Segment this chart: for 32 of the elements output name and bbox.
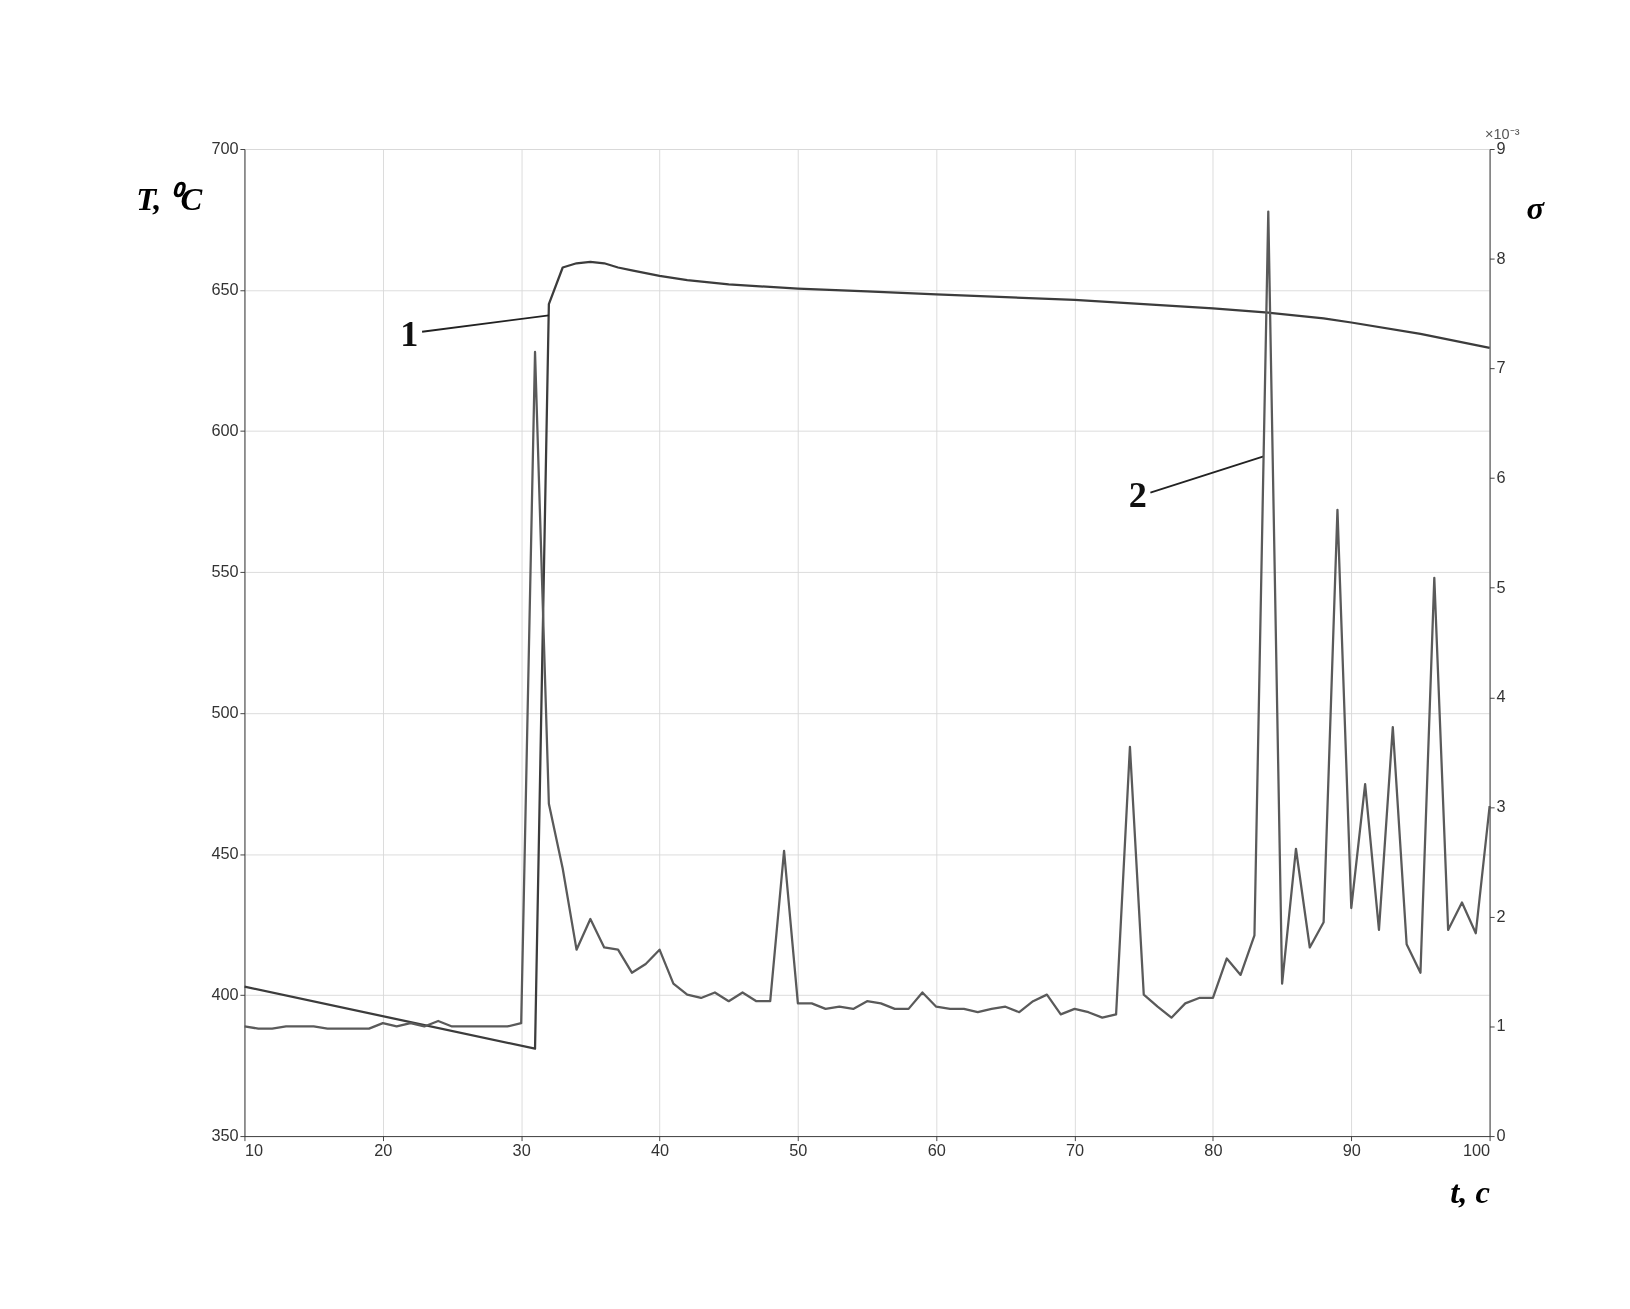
y2-tick-label: 5 [1496,577,1506,596]
y-tick-label: 350 [211,1126,239,1145]
y-tick-label: 550 [211,562,239,581]
y-tick-label: 450 [211,844,239,863]
y-tick-label: 600 [211,421,239,440]
x-tick-label: 100 [1462,1140,1491,1159]
x-tick-label: 30 [512,1140,531,1159]
annotation: 2 [1128,475,1147,516]
y-tick-label: 700 [211,139,239,158]
x-tick-label: 10 [244,1140,264,1159]
y2-axis-title: σ [1526,190,1546,227]
y2-tick-label: 2 [1496,906,1506,925]
y-tick-label: 500 [211,703,239,722]
y-axis-title: T, ⁰C [136,181,204,218]
y2-tick-label: 6 [1496,468,1506,487]
x-tick-label: 70 [1065,1140,1085,1159]
y2-tick-label: 1 [1496,1016,1506,1035]
x-tick-label: 20 [374,1140,393,1159]
x-tick-label: 40 [650,1140,670,1159]
x-tick-label: 90 [1342,1140,1361,1159]
y2-tick-label: 3 [1496,797,1506,816]
y2-tick-label: 4 [1496,687,1506,706]
y2-tick-label: 7 [1496,358,1506,377]
y-tick-label: 400 [211,985,239,1004]
y2-tick-label: 8 [1496,248,1506,267]
y-tick-label: 650 [211,280,239,299]
annotation: 1 [400,314,419,355]
x-tick-label: 80 [1204,1140,1223,1159]
x-tick-label: 50 [789,1140,808,1159]
x-axis-title: t, c [1450,1173,1491,1210]
y2-tick-label: 0 [1496,1126,1506,1145]
x-tick-label: 60 [927,1140,946,1159]
